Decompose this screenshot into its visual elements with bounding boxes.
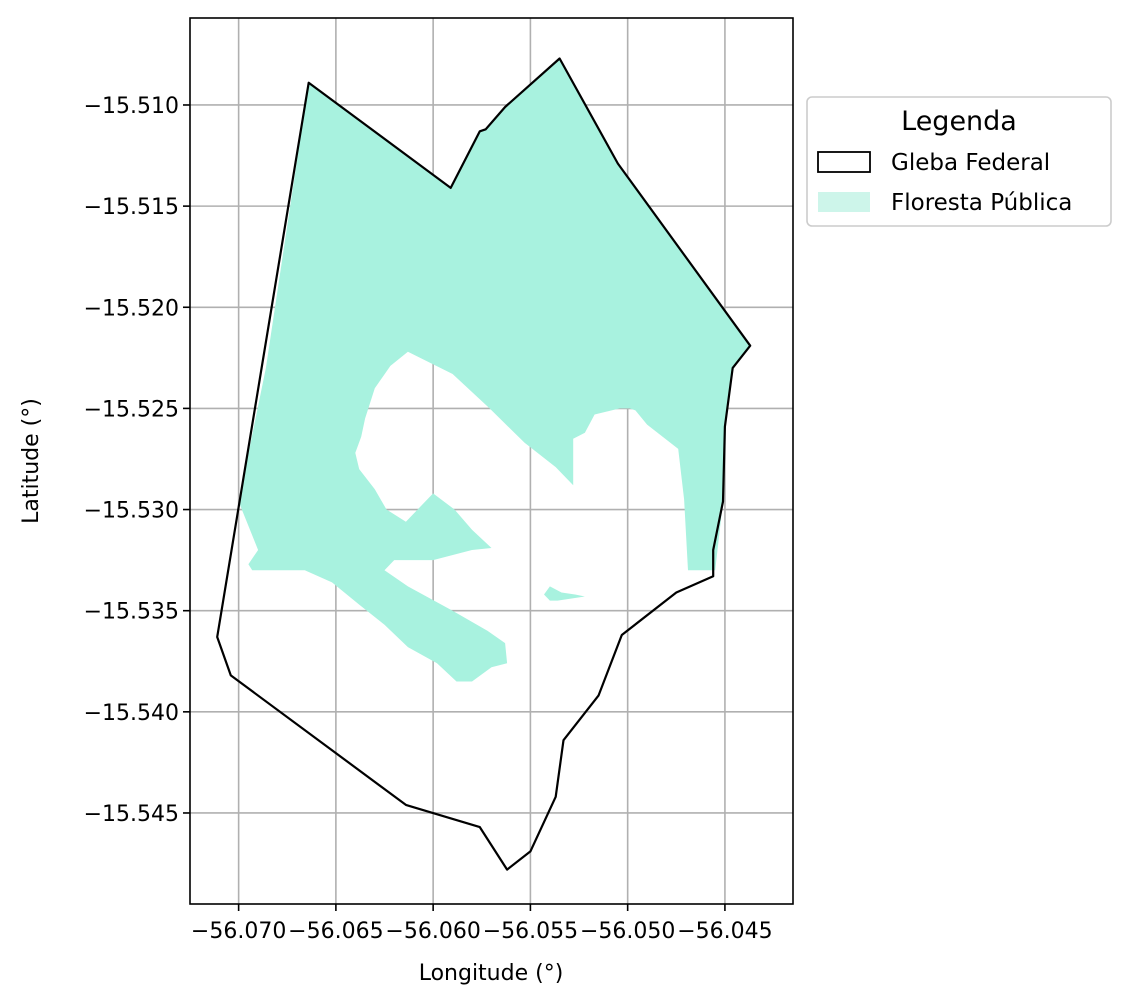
y-tick-label: −15.525 — [84, 397, 179, 422]
y-tick-label: −15.540 — [84, 701, 179, 726]
y-tick-label: −15.530 — [84, 499, 179, 524]
y-tick-label: −15.510 — [84, 94, 179, 119]
y-tick-label: −15.545 — [84, 802, 179, 827]
y-tick-label: −15.535 — [84, 600, 179, 625]
y-tick-label: −15.520 — [84, 296, 179, 321]
legend-box — [806, 96, 1112, 227]
x-tick-label: −56.060 — [385, 919, 480, 944]
gleba-federal-outline — [216, 57, 752, 871]
plot-frame — [189, 17, 794, 905]
legend-title: Legenda — [901, 106, 1017, 137]
floresta-publica-polygon — [544, 586, 585, 601]
axis-ticks: −56.070 −56.065 −56.060 −56.055 −56.050 −56.0… — [84, 94, 773, 944]
legend-label-gleba-federal: Gleba Federal — [891, 150, 1050, 176]
y-axis-label: Latitude (°) — [19, 398, 44, 524]
x-tick-label: −56.055 — [483, 919, 578, 944]
x-tick-label: −56.070 — [191, 919, 286, 944]
y-tick-label: −15.515 — [84, 195, 179, 220]
legend-label-floresta-publica: Floresta Pública — [891, 190, 1072, 216]
x-axis-label: Longitude (°) — [419, 961, 564, 986]
legend: Legenda Gleba Federal Floresta Pública — [806, 96, 1112, 227]
floresta-publica-polygon — [238, 58, 751, 682]
x-tick-label: −56.050 — [580, 919, 675, 944]
map-layers — [216, 57, 752, 871]
legend-swatch-floresta-publica — [818, 192, 870, 212]
legend-swatch-gleba-federal — [817, 151, 871, 173]
x-tick-label: −56.045 — [677, 919, 772, 944]
x-tick-label: −56.065 — [288, 919, 383, 944]
